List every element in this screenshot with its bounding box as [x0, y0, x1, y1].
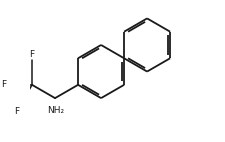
Text: NH₂: NH₂ [47, 106, 64, 115]
Text: F: F [1, 80, 7, 89]
Text: F: F [29, 50, 34, 59]
Text: F: F [14, 107, 19, 116]
